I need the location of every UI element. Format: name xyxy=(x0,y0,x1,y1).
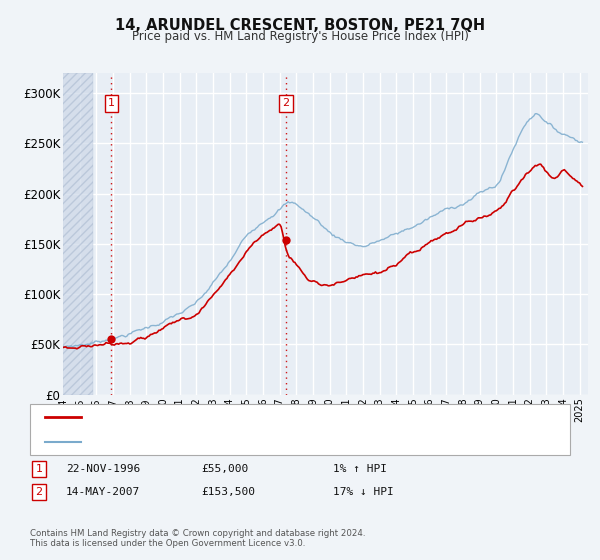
Text: 14, ARUNDEL CRESCENT, BOSTON, PE21 7QH (detached house): 14, ARUNDEL CRESCENT, BOSTON, PE21 7QH (… xyxy=(87,412,437,422)
Text: 14, ARUNDEL CRESCENT, BOSTON, PE21 7QH: 14, ARUNDEL CRESCENT, BOSTON, PE21 7QH xyxy=(115,18,485,33)
Text: £55,000: £55,000 xyxy=(201,464,248,474)
Text: Price paid vs. HM Land Registry's House Price Index (HPI): Price paid vs. HM Land Registry's House … xyxy=(131,30,469,43)
Text: 1% ↑ HPI: 1% ↑ HPI xyxy=(333,464,387,474)
Text: 17% ↓ HPI: 17% ↓ HPI xyxy=(333,487,394,497)
Text: 22-NOV-1996: 22-NOV-1996 xyxy=(66,464,140,474)
Text: 1: 1 xyxy=(35,464,43,474)
Text: 2: 2 xyxy=(283,99,290,109)
Text: This data is licensed under the Open Government Licence v3.0.: This data is licensed under the Open Gov… xyxy=(30,539,305,548)
Text: 14-MAY-2007: 14-MAY-2007 xyxy=(66,487,140,497)
Text: 1: 1 xyxy=(108,99,115,109)
Text: £153,500: £153,500 xyxy=(201,487,255,497)
Text: HPI: Average price, detached house, Boston: HPI: Average price, detached house, Bost… xyxy=(87,437,327,447)
Text: Contains HM Land Registry data © Crown copyright and database right 2024.: Contains HM Land Registry data © Crown c… xyxy=(30,529,365,538)
Text: 2: 2 xyxy=(35,487,43,497)
